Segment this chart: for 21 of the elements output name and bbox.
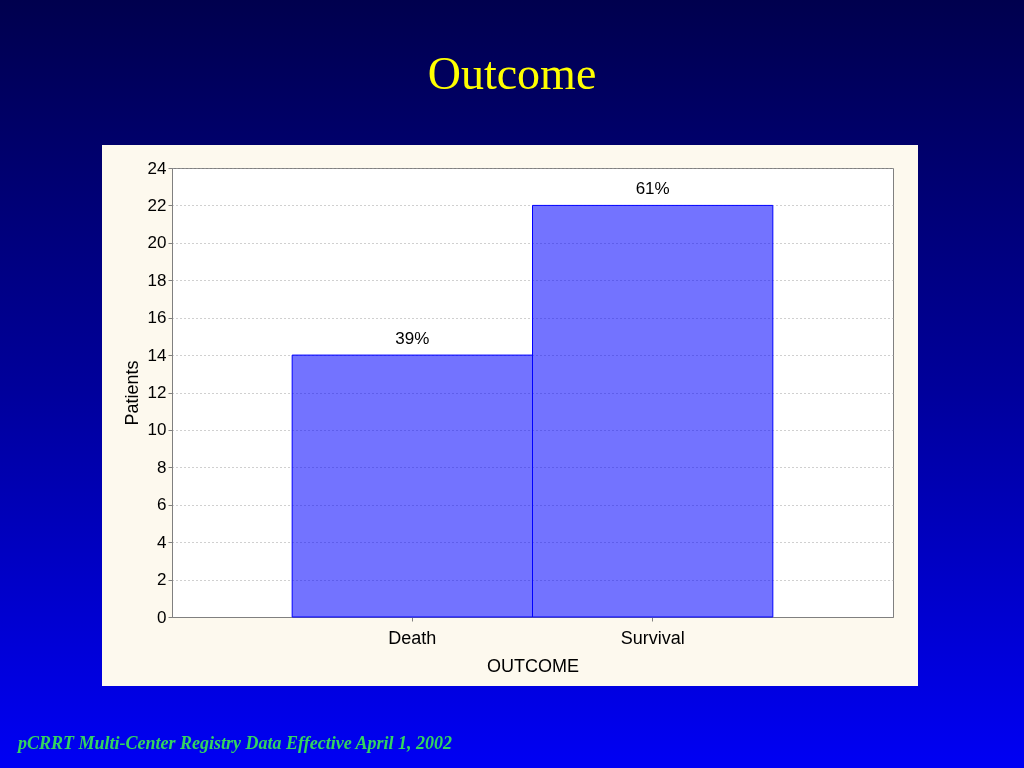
y-tick-label: 0 — [157, 607, 167, 627]
y-tick-label: 24 — [147, 158, 167, 178]
x-tick-label: Death — [388, 627, 437, 648]
y-tick-label: 8 — [157, 457, 167, 477]
y-tick-label: 20 — [147, 233, 167, 253]
text: pCRRT Multi-Center Registry Data Effective April 1, 2002 — [18, 732, 452, 754]
y-tick-label: 4 — [157, 532, 167, 552]
annotation: 39% — [395, 329, 430, 349]
y-tick-label: 16 — [147, 308, 167, 328]
y-axis-title: Patients — [121, 360, 142, 426]
y-tick-label: 2 — [157, 570, 167, 590]
y-tick-label: 14 — [147, 345, 167, 365]
y-tick-label: 6 — [157, 495, 167, 515]
y-tick-label: 10 — [147, 420, 167, 440]
annotation: 61% — [635, 179, 670, 199]
y-tick-label: 12 — [147, 383, 167, 402]
chart-title: Outcome — [426, 47, 598, 101]
x-axis-title: OUTCOME — [487, 655, 579, 676]
x-tick-label: Survival — [620, 627, 685, 648]
y-tick-label: 18 — [147, 270, 167, 290]
y-tick-label: 22 — [147, 195, 167, 215]
